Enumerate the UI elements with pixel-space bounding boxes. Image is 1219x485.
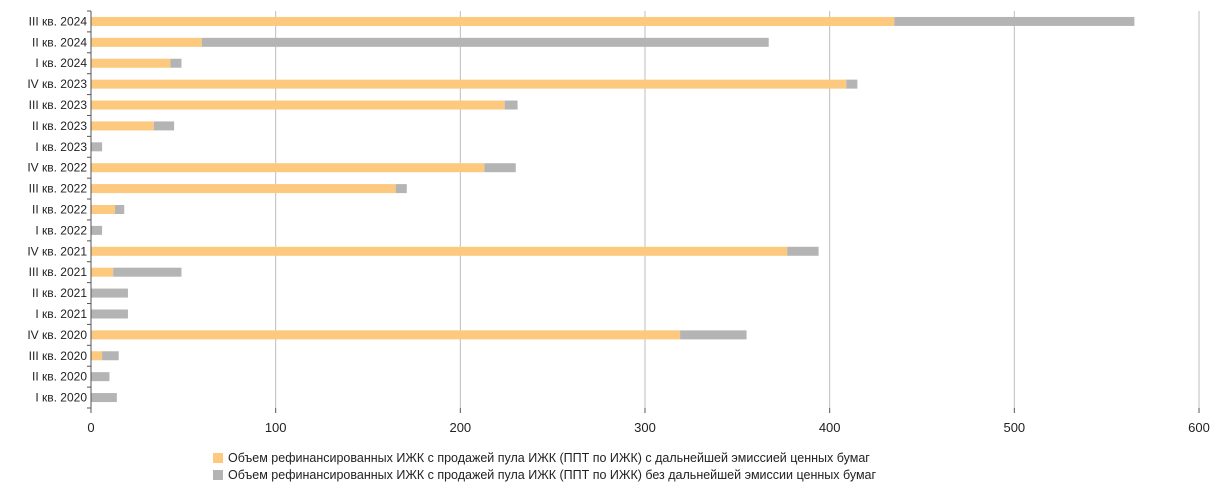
bar-without-securities bbox=[504, 100, 518, 110]
bar-with-securities bbox=[91, 205, 116, 214]
axes bbox=[87, 10, 1200, 413]
bar-with-securities bbox=[91, 163, 485, 173]
category-label: II кв. 2023 bbox=[32, 119, 87, 133]
category-label: I кв. 2021 bbox=[35, 307, 87, 321]
bar-with-securities bbox=[91, 351, 103, 361]
category-label: I кв. 2022 bbox=[35, 223, 87, 237]
bar-with-securities bbox=[91, 16, 895, 26]
bar-with-securities bbox=[91, 37, 202, 47]
bar-without-securities bbox=[170, 58, 182, 68]
x-tick-label: 200 bbox=[449, 420, 471, 435]
bar-with-securities bbox=[91, 58, 171, 68]
bar-without-securities bbox=[484, 163, 516, 173]
category-label: II кв. 2022 bbox=[32, 203, 87, 217]
legend-item-with-securities: Объем рефинансированных ИЖК с продажей п… bbox=[213, 449, 876, 466]
category-label: III кв. 2021 bbox=[29, 265, 88, 279]
bar-with-securities bbox=[91, 79, 847, 89]
category-label: III кв. 2022 bbox=[29, 182, 88, 196]
legend-label: Объем рефинансированных ИЖК с продажей п… bbox=[228, 450, 870, 465]
category-label: III кв. 2024 bbox=[29, 14, 88, 28]
legend: Объем рефинансированных ИЖК с продажей п… bbox=[213, 449, 876, 483]
legend-label: Объем рефинансированных ИЖК с продажей п… bbox=[228, 467, 877, 482]
x-tick-label: 500 bbox=[1003, 420, 1025, 435]
legend-swatch bbox=[213, 469, 223, 480]
bar-with-securities bbox=[91, 100, 505, 110]
x-tick-label: 0 bbox=[87, 420, 94, 435]
bar-without-securities bbox=[395, 184, 407, 194]
x-tick-labels: 0 100 200 300 400 500 600 bbox=[87, 420, 1209, 435]
category-label: II кв. 2020 bbox=[32, 370, 87, 384]
bar-without-securities bbox=[846, 79, 858, 89]
bar-without-securities bbox=[91, 372, 110, 382]
bar-without-securities bbox=[91, 142, 103, 152]
grid-lines bbox=[275, 11, 1200, 408]
bar-without-securities bbox=[680, 330, 747, 340]
bar-without-securities bbox=[153, 121, 175, 131]
bar-without-securities bbox=[201, 37, 769, 47]
category-label: IV кв. 2022 bbox=[27, 161, 87, 175]
legend-item-without-securities: Объем рефинансированных ИЖК с продажей п… bbox=[213, 466, 876, 483]
category-label: I кв. 2024 bbox=[35, 56, 87, 70]
x-tick-label: 600 bbox=[1188, 420, 1210, 435]
bar-without-securities bbox=[91, 288, 128, 298]
bars bbox=[91, 16, 1135, 403]
bar-without-securities bbox=[91, 393, 117, 403]
bar-without-securities bbox=[894, 16, 1135, 26]
x-tick-label: 100 bbox=[265, 420, 287, 435]
category-label: IV кв. 2020 bbox=[27, 328, 87, 342]
category-labels: III кв. 2024 II кв. 2024 I кв. 2024 IV кв. … bbox=[27, 14, 87, 404]
bar-without-securities bbox=[115, 205, 125, 214]
bar-with-securities bbox=[91, 330, 681, 340]
bar-with-securities bbox=[91, 184, 396, 194]
category-label: IV кв. 2023 bbox=[27, 77, 87, 91]
bar-without-securities bbox=[787, 246, 819, 256]
bar-without-securities bbox=[113, 267, 182, 277]
category-label: I кв. 2023 bbox=[35, 140, 87, 154]
bar-with-securities bbox=[91, 267, 114, 277]
category-label: II кв. 2021 bbox=[32, 286, 87, 300]
x-tick-label: 400 bbox=[819, 420, 841, 435]
category-label: III кв. 2023 bbox=[29, 98, 88, 112]
x-tick-label: 300 bbox=[634, 420, 656, 435]
category-label: IV кв. 2021 bbox=[27, 244, 87, 258]
legend-swatch bbox=[213, 452, 223, 463]
bar-without-securities bbox=[102, 351, 119, 361]
bar-without-securities bbox=[91, 225, 103, 235]
category-label: III кв. 2020 bbox=[29, 349, 88, 363]
category-label: I кв. 2020 bbox=[35, 391, 87, 405]
bar-without-securities bbox=[91, 309, 128, 319]
category-label: II кв. 2024 bbox=[32, 35, 87, 49]
bar-with-securities bbox=[91, 121, 154, 131]
bar-with-securities bbox=[91, 246, 788, 256]
